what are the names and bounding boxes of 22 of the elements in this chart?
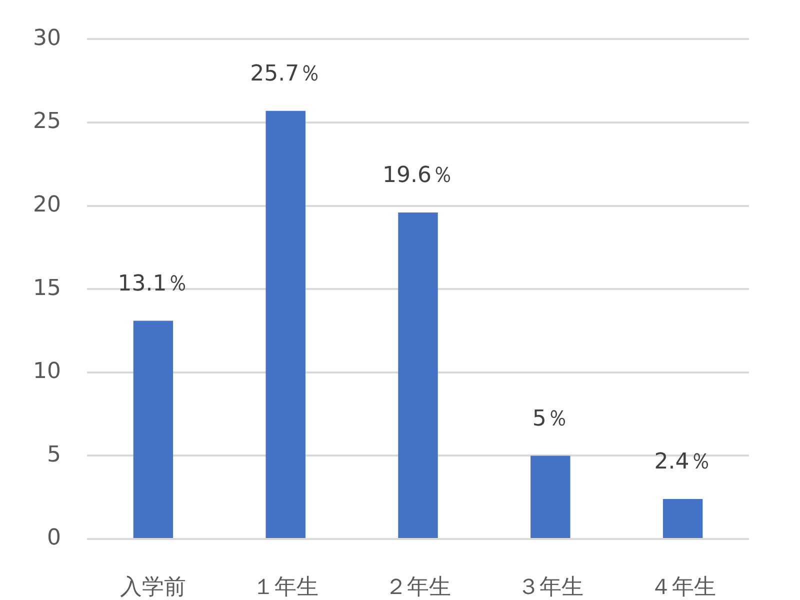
bar [662,499,703,538]
y-tick-label: 0 [47,526,61,551]
data-label: 2.4％ [654,450,712,475]
y-tick-label: 30 [33,26,61,51]
y-tick-label: 5 [47,442,61,468]
x-tick-label: ２年生 [385,574,451,600]
bar [398,212,438,538]
x-tick-label: 入学前 [120,574,186,600]
y-tick-label: 15 [33,276,61,301]
data-label: 25.7％ [250,62,322,87]
data-label: 19.6％ [382,163,454,188]
bar [133,320,174,538]
y-tick-label: 25 [33,109,61,134]
bar [530,456,570,538]
data-label: 5％ [532,406,568,432]
data-label: 13.1％ [118,271,189,296]
y-tick-label: 20 [33,192,61,218]
x-tick-label: ４年生 [650,574,716,600]
x-tick-label: １年生 [252,574,319,600]
x-tick-label: ３年生 [517,574,584,600]
bar [266,110,306,538]
y-tick-label: 10 [33,359,61,384]
